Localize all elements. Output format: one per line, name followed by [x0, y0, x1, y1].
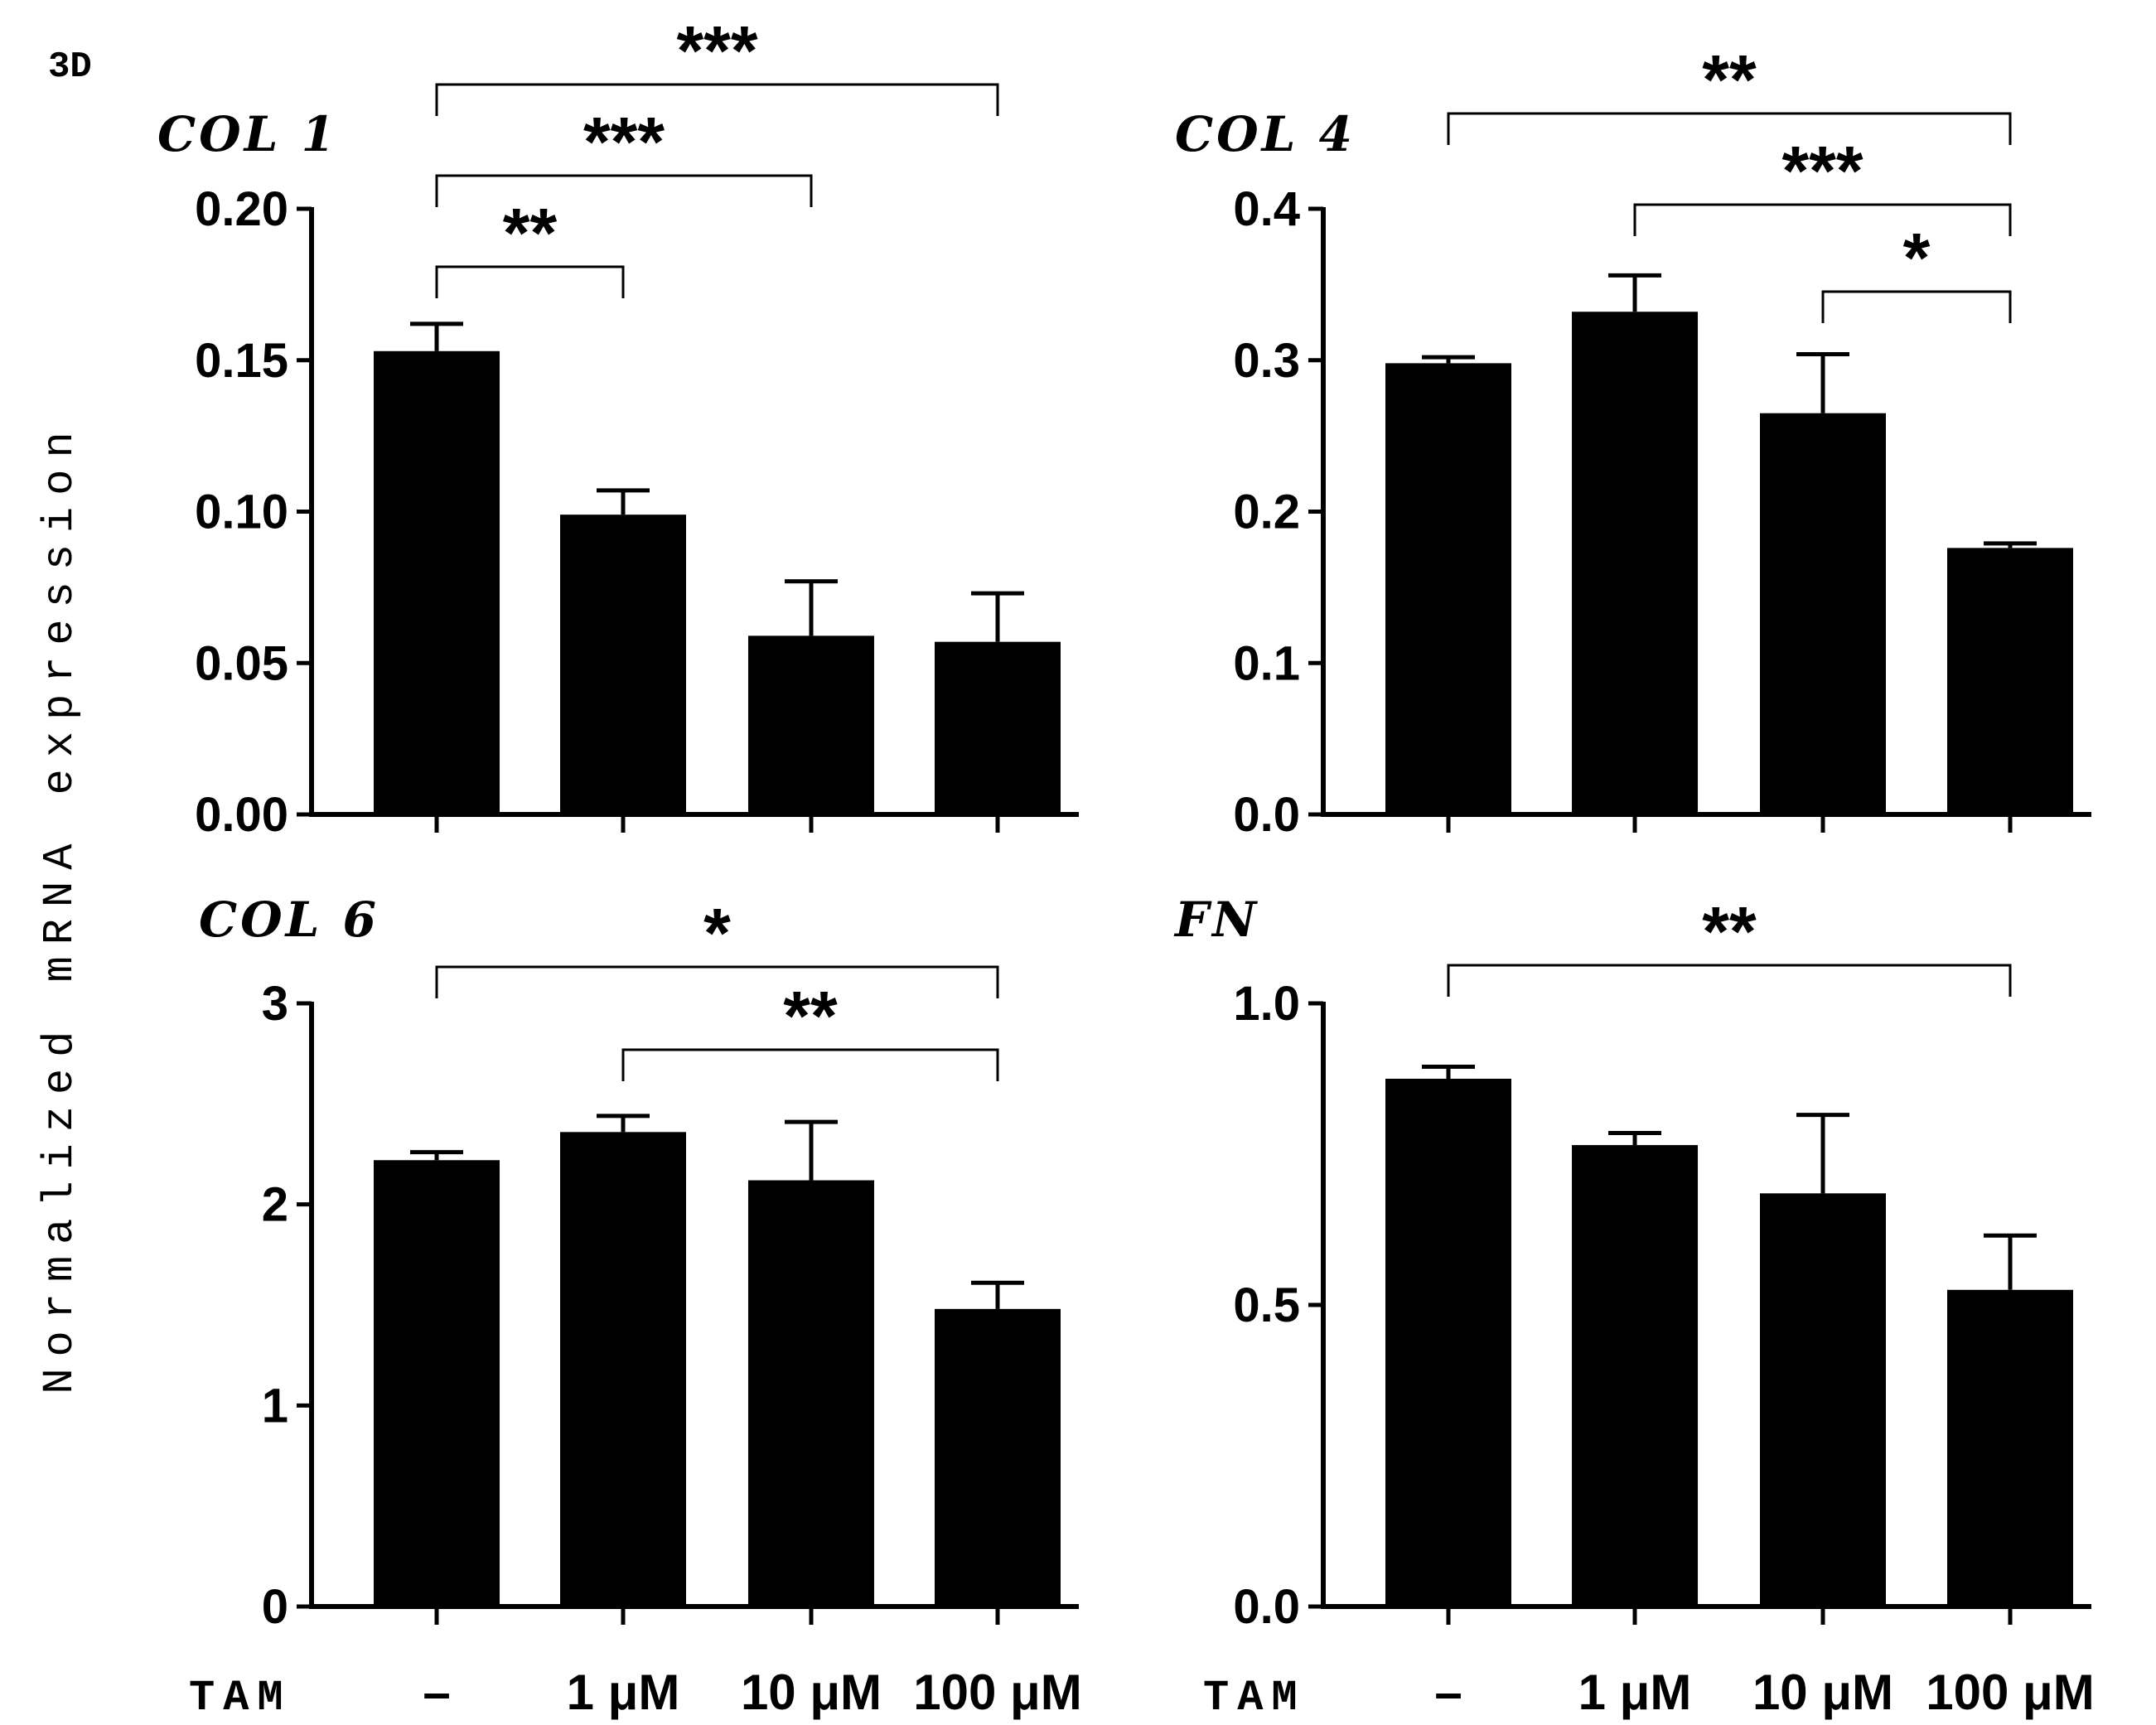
col1-bar-0	[374, 350, 500, 814]
col4-sig-label-2: *	[1903, 219, 1931, 297]
fn-bar-1	[1572, 1145, 1698, 1607]
col1-sig-label-1: ***	[583, 103, 665, 181]
col6-bar-1	[560, 1132, 686, 1607]
fn-sig-label-0: **	[1702, 892, 1757, 970]
panel-label: 3D	[48, 46, 92, 88]
fn-x-tick-label-0: –	[1434, 1665, 1462, 1720]
col4-title: COL 4	[1175, 106, 1356, 162]
col6-y-tick-label-3: 3	[262, 977, 288, 1031]
col4-bar-0	[1385, 363, 1511, 814]
col4-sig-label-1: ***	[1781, 132, 1863, 210]
col6-x-tick-label-0: –	[423, 1665, 450, 1720]
col6-x-tick-label-1: 1 μM	[567, 1665, 680, 1720]
col4-sig-bracket-2	[1821, 290, 2012, 323]
col1-bar-1	[560, 515, 686, 814]
fn-x-tick-label-3: 100 μM	[1926, 1665, 2094, 1720]
col4-bar-3	[1947, 548, 2073, 814]
fn-title: FN	[1173, 891, 1259, 948]
fn-bar-0	[1385, 1079, 1511, 1607]
col1-y-tick-label-1: 0.05	[195, 636, 288, 690]
col4-sig-bracket-1	[1633, 203, 2012, 236]
fn-y-tick-label-0: 0.0	[1233, 1580, 1300, 1634]
col6-y-tick-label-1: 1	[262, 1379, 288, 1433]
fn-bar-3	[1947, 1289, 2073, 1607]
col6-bar-0	[374, 1160, 500, 1607]
col6-sig-label-0: *	[703, 894, 731, 972]
fn-y-tick-label-2: 1.0	[1233, 977, 1300, 1031]
col4-y-tick-label-0: 0.0	[1233, 788, 1300, 842]
col1-sig-bracket-2	[435, 265, 625, 298]
col4-y-tick-label-1: 0.1	[1233, 636, 1300, 690]
col1-bar-3	[935, 641, 1061, 814]
col6-sig-label-1: **	[783, 977, 838, 1055]
col6-x-tick-label-3: 100 μM	[913, 1665, 1081, 1720]
y-axis-label: Normalized mRNA expression	[36, 420, 85, 1394]
col6-sig-bracket-0	[435, 965, 999, 998]
fn-sig-bracket-0	[1447, 964, 2012, 997]
col6-bar-3	[935, 1308, 1061, 1607]
x-group-label-left: TAM	[189, 1674, 292, 1723]
col1-sig-label-2: **	[503, 194, 558, 272]
col4-y-tick-label-2: 0.2	[1233, 486, 1300, 539]
col4-y-tick-label-3: 0.3	[1233, 334, 1300, 388]
col6-title: COL 6	[199, 891, 379, 948]
col6-sig-bracket-1	[621, 1048, 999, 1081]
fn-x-tick-label-1: 1 μM	[1578, 1665, 1692, 1720]
x-group-label-right: TAM	[1203, 1674, 1306, 1723]
col4-bar-2	[1760, 413, 1886, 814]
col1-y-tick-label-4: 0.20	[195, 182, 288, 236]
fn-x-tick-label-2: 10 μM	[1752, 1665, 1893, 1720]
col1-bar-2	[748, 635, 874, 814]
col4-sig-label-0: **	[1702, 41, 1757, 118]
col6-y-tick-label-0: 0	[262, 1580, 288, 1634]
col1-y-tick-label-0: 0.00	[195, 788, 288, 842]
col1-title: COL 1	[157, 106, 338, 162]
col4-y-tick-label-4: 0.4	[1233, 182, 1300, 236]
col1-y-tick-label-3: 0.15	[195, 334, 288, 388]
fn-bar-2	[1760, 1193, 1886, 1607]
col4-bar-1	[1572, 312, 1698, 814]
col1-y-tick-label-2: 0.10	[195, 486, 288, 539]
col6-y-tick-label-2: 2	[262, 1178, 288, 1232]
fn-y-tick-label-1: 0.5	[1233, 1278, 1300, 1332]
col6-bar-2	[748, 1180, 874, 1607]
col1-sig-bracket-0	[435, 83, 999, 116]
col1-sig-bracket-1	[435, 174, 813, 207]
col4-sig-bracket-0	[1447, 112, 2012, 145]
col6-x-tick-label-2: 10 μM	[741, 1665, 882, 1720]
col1-sig-label-0: ***	[676, 12, 757, 89]
